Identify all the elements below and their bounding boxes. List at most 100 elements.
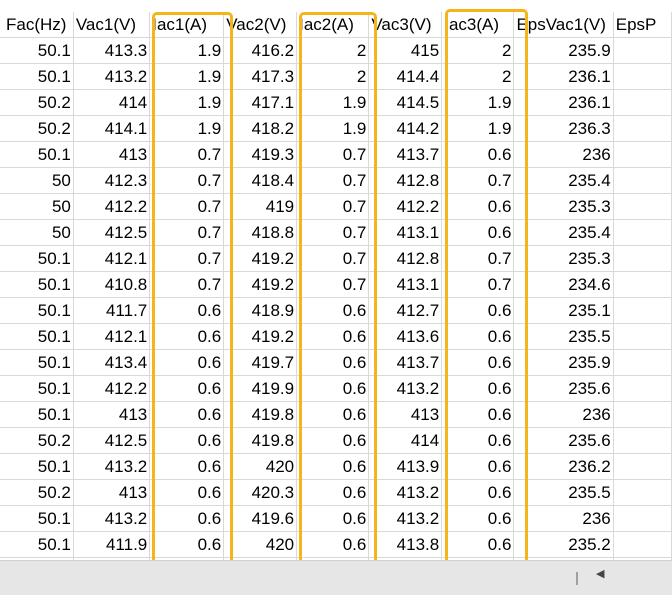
table-cell[interactable] xyxy=(613,63,672,90)
table-cell[interactable]: 0.7 xyxy=(441,271,515,298)
table-cell[interactable]: 410.8 xyxy=(73,271,151,298)
table-cell[interactable]: 50.1 xyxy=(0,37,74,64)
table-cell[interactable]: 0.7 xyxy=(149,167,225,194)
table-cell[interactable]: 420 xyxy=(223,453,298,480)
table-cell[interactable]: 235.6 xyxy=(513,375,614,402)
table-cell[interactable]: 236.3 xyxy=(513,115,614,142)
table-cell[interactable]: 413.7 xyxy=(368,141,443,168)
table-cell[interactable]: 50.2 xyxy=(0,115,74,142)
table-cell[interactable]: 412.1 xyxy=(73,245,151,272)
table-cell[interactable]: 418.4 xyxy=(223,167,298,194)
table-cell[interactable]: 50.1 xyxy=(0,141,74,168)
table-cell[interactable]: 50.1 xyxy=(0,375,74,402)
table-cell[interactable]: 0.6 xyxy=(441,401,515,428)
table-cell[interactable] xyxy=(613,193,672,220)
table-cell[interactable]: 414 xyxy=(368,427,443,454)
table-cell[interactable]: 0.7 xyxy=(149,271,225,298)
table-cell[interactable]: 1.9 xyxy=(149,63,225,90)
table-cell[interactable]: 413.2 xyxy=(73,505,151,532)
table-cell[interactable]: 413.9 xyxy=(368,453,443,480)
table-cell[interactable]: 413.2 xyxy=(368,375,443,402)
table-cell[interactable]: 0.6 xyxy=(296,349,370,376)
tab-split-handle[interactable] xyxy=(576,572,578,585)
table-cell[interactable]: 417.3 xyxy=(223,63,298,90)
table-cell[interactable]: 0.7 xyxy=(441,245,515,272)
table-cell[interactable]: 0.6 xyxy=(441,505,515,532)
table-cell[interactable]: 50.1 xyxy=(0,297,74,324)
table-cell[interactable]: 413.8 xyxy=(368,531,443,558)
column-header[interactable]: EpsVac1(V) xyxy=(513,12,614,38)
table-cell[interactable]: 0.6 xyxy=(441,141,515,168)
table-cell[interactable]: 419.7 xyxy=(223,349,298,376)
table-cell[interactable]: 2 xyxy=(441,37,515,64)
table-cell[interactable]: 0.7 xyxy=(149,245,225,272)
table-cell[interactable]: 420 xyxy=(223,531,298,558)
table-cell[interactable]: 413.3 xyxy=(73,37,151,64)
table-cell[interactable]: 0.6 xyxy=(296,427,370,454)
table-cell[interactable]: 0.6 xyxy=(441,297,515,324)
table-cell[interactable]: 412.5 xyxy=(73,427,151,454)
table-cell[interactable] xyxy=(613,37,672,64)
table-cell[interactable]: 235.4 xyxy=(513,167,614,194)
column-header[interactable]: EpsP xyxy=(613,12,672,38)
table-cell[interactable]: 419.2 xyxy=(223,245,298,272)
table-cell[interactable] xyxy=(613,141,672,168)
table-cell[interactable]: 236 xyxy=(513,505,614,532)
table-cell[interactable]: 1.9 xyxy=(149,115,225,142)
table-cell[interactable]: 50.2 xyxy=(0,427,74,454)
table-cell[interactable]: 414.2 xyxy=(368,115,443,142)
table-cell[interactable]: 0.6 xyxy=(441,219,515,246)
table-cell[interactable] xyxy=(613,349,672,376)
table-cell[interactable] xyxy=(613,219,672,246)
table-cell[interactable]: 1.9 xyxy=(296,89,370,116)
table-cell[interactable]: 0.6 xyxy=(441,531,515,558)
table-cell[interactable]: 0.6 xyxy=(441,427,515,454)
table-cell[interactable]: 0.6 xyxy=(149,375,225,402)
table-cell[interactable] xyxy=(613,323,672,350)
table-cell[interactable]: 0.6 xyxy=(296,479,370,506)
table-cell[interactable] xyxy=(613,167,672,194)
table-cell[interactable]: 412.7 xyxy=(368,297,443,324)
table-cell[interactable]: 50.1 xyxy=(0,505,74,532)
table-cell[interactable]: 412.8 xyxy=(368,245,443,272)
table-cell[interactable]: 0.6 xyxy=(149,427,225,454)
table-cell[interactable] xyxy=(613,115,672,142)
column-header[interactable]: Iac3(A) xyxy=(441,12,515,38)
table-cell[interactable]: 419.2 xyxy=(223,271,298,298)
table-cell[interactable]: 0.6 xyxy=(149,479,225,506)
table-cell[interactable] xyxy=(613,375,672,402)
table-cell[interactable]: 416.2 xyxy=(223,37,298,64)
column-header[interactable]: Iac2(A) xyxy=(296,12,370,38)
table-cell[interactable]: 415 xyxy=(368,37,443,64)
table-cell[interactable]: 50.1 xyxy=(0,531,74,558)
column-header[interactable]: Fac(Hz) xyxy=(0,12,74,38)
table-cell[interactable]: 0.6 xyxy=(296,375,370,402)
table-cell[interactable]: 235.5 xyxy=(513,479,614,506)
table-cell[interactable]: 413.2 xyxy=(368,505,443,532)
table-cell[interactable]: 0.6 xyxy=(296,297,370,324)
table-cell[interactable]: 413.1 xyxy=(368,219,443,246)
table-cell[interactable]: 412.5 xyxy=(73,219,151,246)
table-cell[interactable] xyxy=(613,505,672,532)
column-header[interactable]: Vac1(V) xyxy=(73,12,151,38)
table-cell[interactable]: 2 xyxy=(296,37,370,64)
table-cell[interactable]: 412.1 xyxy=(73,323,151,350)
table-cell[interactable]: 236 xyxy=(513,141,614,168)
table-cell[interactable]: 420.3 xyxy=(223,479,298,506)
table-cell[interactable]: 1.9 xyxy=(296,115,370,142)
table-cell[interactable]: 50.2 xyxy=(0,89,74,116)
table-cell[interactable]: 236 xyxy=(513,401,614,428)
table-cell[interactable]: 419.8 xyxy=(223,401,298,428)
table-cell[interactable]: 50.1 xyxy=(0,271,74,298)
table-cell[interactable] xyxy=(613,531,672,558)
table-cell[interactable]: 0.6 xyxy=(149,505,225,532)
table-cell[interactable]: 2 xyxy=(296,63,370,90)
table-cell[interactable]: 235.9 xyxy=(513,37,614,64)
table-cell[interactable]: 413.2 xyxy=(73,453,151,480)
table-cell[interactable]: 0.6 xyxy=(441,193,515,220)
table-cell[interactable]: 0.7 xyxy=(441,167,515,194)
table-cell[interactable] xyxy=(613,245,672,272)
table-cell[interactable] xyxy=(613,297,672,324)
table-cell[interactable]: 0.6 xyxy=(441,479,515,506)
table-cell[interactable]: 0.7 xyxy=(296,245,370,272)
